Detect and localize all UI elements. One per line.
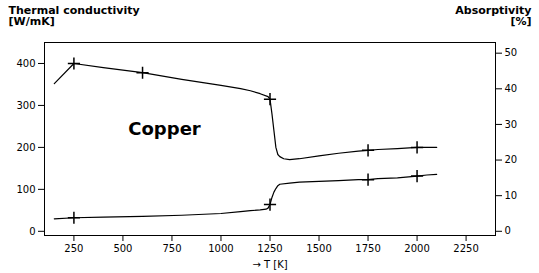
svg-text:50: 50 xyxy=(505,47,518,58)
svg-text:Copper: Copper xyxy=(128,118,201,139)
svg-text:20: 20 xyxy=(505,154,518,165)
svg-text:2250: 2250 xyxy=(453,243,478,254)
svg-text:100: 100 xyxy=(16,184,35,195)
svg-text:750: 750 xyxy=(162,243,181,254)
svg-text:Thermal conductivity[W/mK]: Thermal conductivity[W/mK] xyxy=(9,4,140,28)
svg-text:500: 500 xyxy=(113,243,132,254)
svg-text:1000: 1000 xyxy=(208,243,233,254)
svg-text:Absorptivity[%]: Absorptivity[%] xyxy=(455,4,531,28)
svg-text:10: 10 xyxy=(505,190,518,201)
svg-text:→ T [K]: → T [K] xyxy=(252,259,287,270)
svg-text:0: 0 xyxy=(505,225,511,236)
svg-text:0: 0 xyxy=(29,226,35,237)
svg-text:300: 300 xyxy=(16,100,35,111)
svg-text:40: 40 xyxy=(505,83,518,94)
svg-text:1750: 1750 xyxy=(355,243,380,254)
svg-text:1500: 1500 xyxy=(306,243,331,254)
svg-text:30: 30 xyxy=(505,119,518,130)
svg-text:2000: 2000 xyxy=(404,243,429,254)
svg-text:400: 400 xyxy=(16,58,35,69)
svg-text:1250: 1250 xyxy=(257,243,282,254)
svg-text:250: 250 xyxy=(64,243,83,254)
svg-text:200: 200 xyxy=(16,142,35,153)
